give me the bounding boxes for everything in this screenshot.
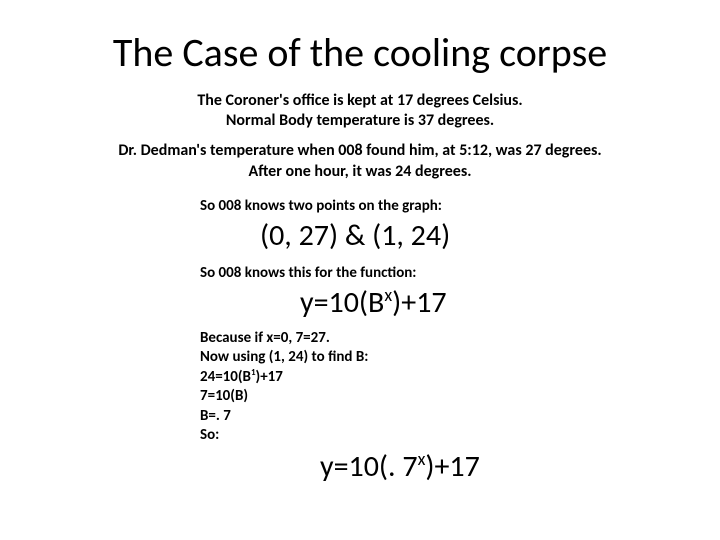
step-5: B=. 7 — [200, 407, 620, 427]
slide-title: The Case of the cooling corpse — [60, 28, 660, 77]
derivation-steps: Because if x=0, 7=27. Now using (1, 24) … — [200, 329, 620, 446]
step-2: Now using (1, 24) to find B: — [200, 348, 620, 368]
step-1: Because if x=0, 7=27. — [200, 329, 620, 349]
lead-function: So 008 knows this for the function: — [200, 264, 620, 282]
points-text: (0, 27) & (1, 24) — [260, 217, 620, 254]
step-6: So: — [200, 426, 620, 446]
step-3-pre: 24=10(B — [200, 368, 251, 386]
setup-line-2: After one hour, it was 24 degrees. — [60, 162, 660, 183]
step-4: 7=10(B) — [200, 387, 620, 407]
func-exp: x — [384, 284, 392, 306]
final-pre: y=10(. 7 — [320, 448, 418, 485]
step-3: 24=10(B1)+17 — [200, 368, 620, 388]
lead-points: So 008 knows two points on the graph: — [200, 197, 620, 215]
final-post: )+17 — [425, 448, 479, 485]
final-equation: y=10(. 7x)+17 — [320, 448, 620, 485]
func-pre: y=10(B — [300, 284, 384, 321]
slide: The Case of the cooling corpse The Coron… — [0, 0, 720, 540]
intro-line-2: Normal Body temperature is 37 degrees. — [60, 111, 660, 131]
intro-block: The Coroner's office is kept at 17 degre… — [60, 91, 660, 131]
step-3-post: )+17 — [256, 368, 283, 386]
function-equation: y=10(Bx)+17 — [300, 284, 620, 321]
setup-line-1: Dr. Dedman's temperature when 008 found … — [60, 141, 660, 162]
intro-line-1: The Coroner's office is kept at 17 degre… — [60, 91, 660, 111]
content-column: So 008 knows two points on the graph: (0… — [200, 197, 620, 485]
func-post: )+17 — [392, 284, 446, 321]
setup-block: Dr. Dedman's temperature when 008 found … — [60, 141, 660, 183]
